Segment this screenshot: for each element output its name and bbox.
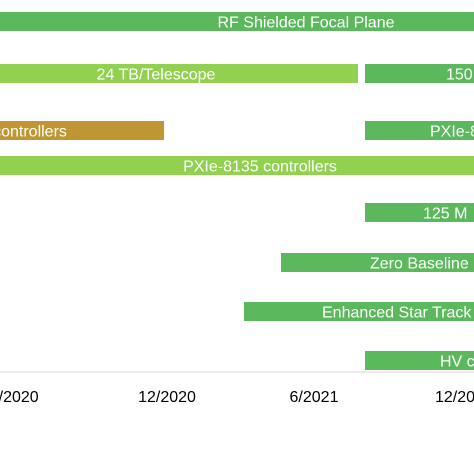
gantt-bar-label: 24 TB/Telescope [97,67,216,84]
gantt-bar [0,64,358,83]
gantt-bar [244,302,474,321]
gantt-bar-group: 24 TB/Telescope [0,64,358,84]
gantt-bar-label: Enhanced Star Track [322,305,472,322]
gantt-bar-group: Zero Baseline [281,253,474,273]
gantt-bar [0,156,474,175]
gantt-bar-label: controllers [0,124,67,141]
x-tick-label: /6/2020 [0,389,39,406]
gantt-bar [0,121,164,140]
x-tick-layer: /6/2020 12/2020 6/2021 12/20 [0,389,474,406]
gantt-bar [281,253,474,272]
gantt-bar-label: HV c [440,354,474,371]
gantt-bar-group: PXIe-8 [365,121,474,141]
gantt-bar [365,121,474,140]
gantt-bar-group: controllers [0,121,164,141]
gantt-bar [0,12,474,31]
gantt-bar-label: Zero Baseline [370,256,469,273]
gantt-bar-label: 125 M [423,206,467,223]
gantt-bar-label: PXIe-8135 controllers [183,159,337,176]
gantt-bar-group: PXIe-8135 controllers [0,156,474,176]
x-tick-label: 12/2020 [138,389,196,406]
gantt-bar-group: HV c [365,351,474,371]
gantt-bar-group: Enhanced Star Track [244,302,474,322]
gantt-bar-label: 150 [446,67,473,84]
gantt-bar-label: PXIe-8 [430,124,474,141]
x-tick-label: 6/2021 [290,389,339,406]
bars-layer: RF Shielded Focal Plane 24 TB/Telescope 15… [0,12,474,371]
gantt-bar-label: RF Shielded Focal Plane [218,15,395,32]
gantt-bar [365,351,474,370]
gantt-bar-group: 150 [365,64,474,84]
gantt-bar [365,203,474,222]
gantt-bar [365,64,474,83]
x-tick-label: 12/20 [435,389,474,406]
gantt-bar-group: 125 M [365,203,474,223]
gantt-bar-group: RF Shielded Focal Plane [0,12,474,32]
